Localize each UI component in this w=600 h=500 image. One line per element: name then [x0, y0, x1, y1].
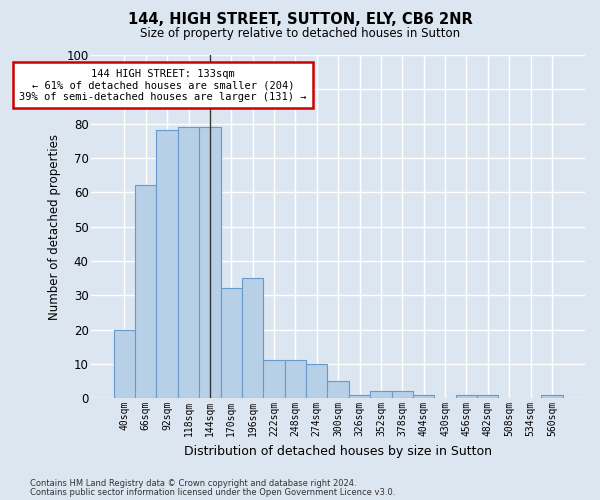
Text: 144, HIGH STREET, SUTTON, ELY, CB6 2NR: 144, HIGH STREET, SUTTON, ELY, CB6 2NR: [128, 12, 472, 28]
Bar: [477, 394, 499, 398]
Text: Contains HM Land Registry data © Crown copyright and database right 2024.: Contains HM Land Registry data © Crown c…: [30, 479, 356, 488]
Text: 144 HIGH STREET: 133sqm
← 61% of detached houses are smaller (204)
39% of semi-d: 144 HIGH STREET: 133sqm ← 61% of detache…: [19, 68, 307, 102]
Bar: [199, 127, 221, 398]
Bar: [135, 186, 157, 398]
Bar: [114, 330, 135, 398]
Bar: [328, 381, 349, 398]
Bar: [221, 288, 242, 398]
Bar: [349, 394, 370, 398]
Bar: [306, 364, 328, 398]
Bar: [413, 394, 434, 398]
Text: Size of property relative to detached houses in Sutton: Size of property relative to detached ho…: [140, 28, 460, 40]
Bar: [242, 278, 263, 398]
Text: Contains public sector information licensed under the Open Government Licence v3: Contains public sector information licen…: [30, 488, 395, 497]
Bar: [263, 360, 285, 398]
Bar: [178, 127, 199, 398]
Bar: [541, 394, 563, 398]
X-axis label: Distribution of detached houses by size in Sutton: Distribution of detached houses by size …: [184, 444, 492, 458]
Y-axis label: Number of detached properties: Number of detached properties: [48, 134, 61, 320]
Bar: [157, 130, 178, 398]
Bar: [456, 394, 477, 398]
Bar: [285, 360, 306, 398]
Bar: [392, 392, 413, 398]
Bar: [370, 392, 392, 398]
